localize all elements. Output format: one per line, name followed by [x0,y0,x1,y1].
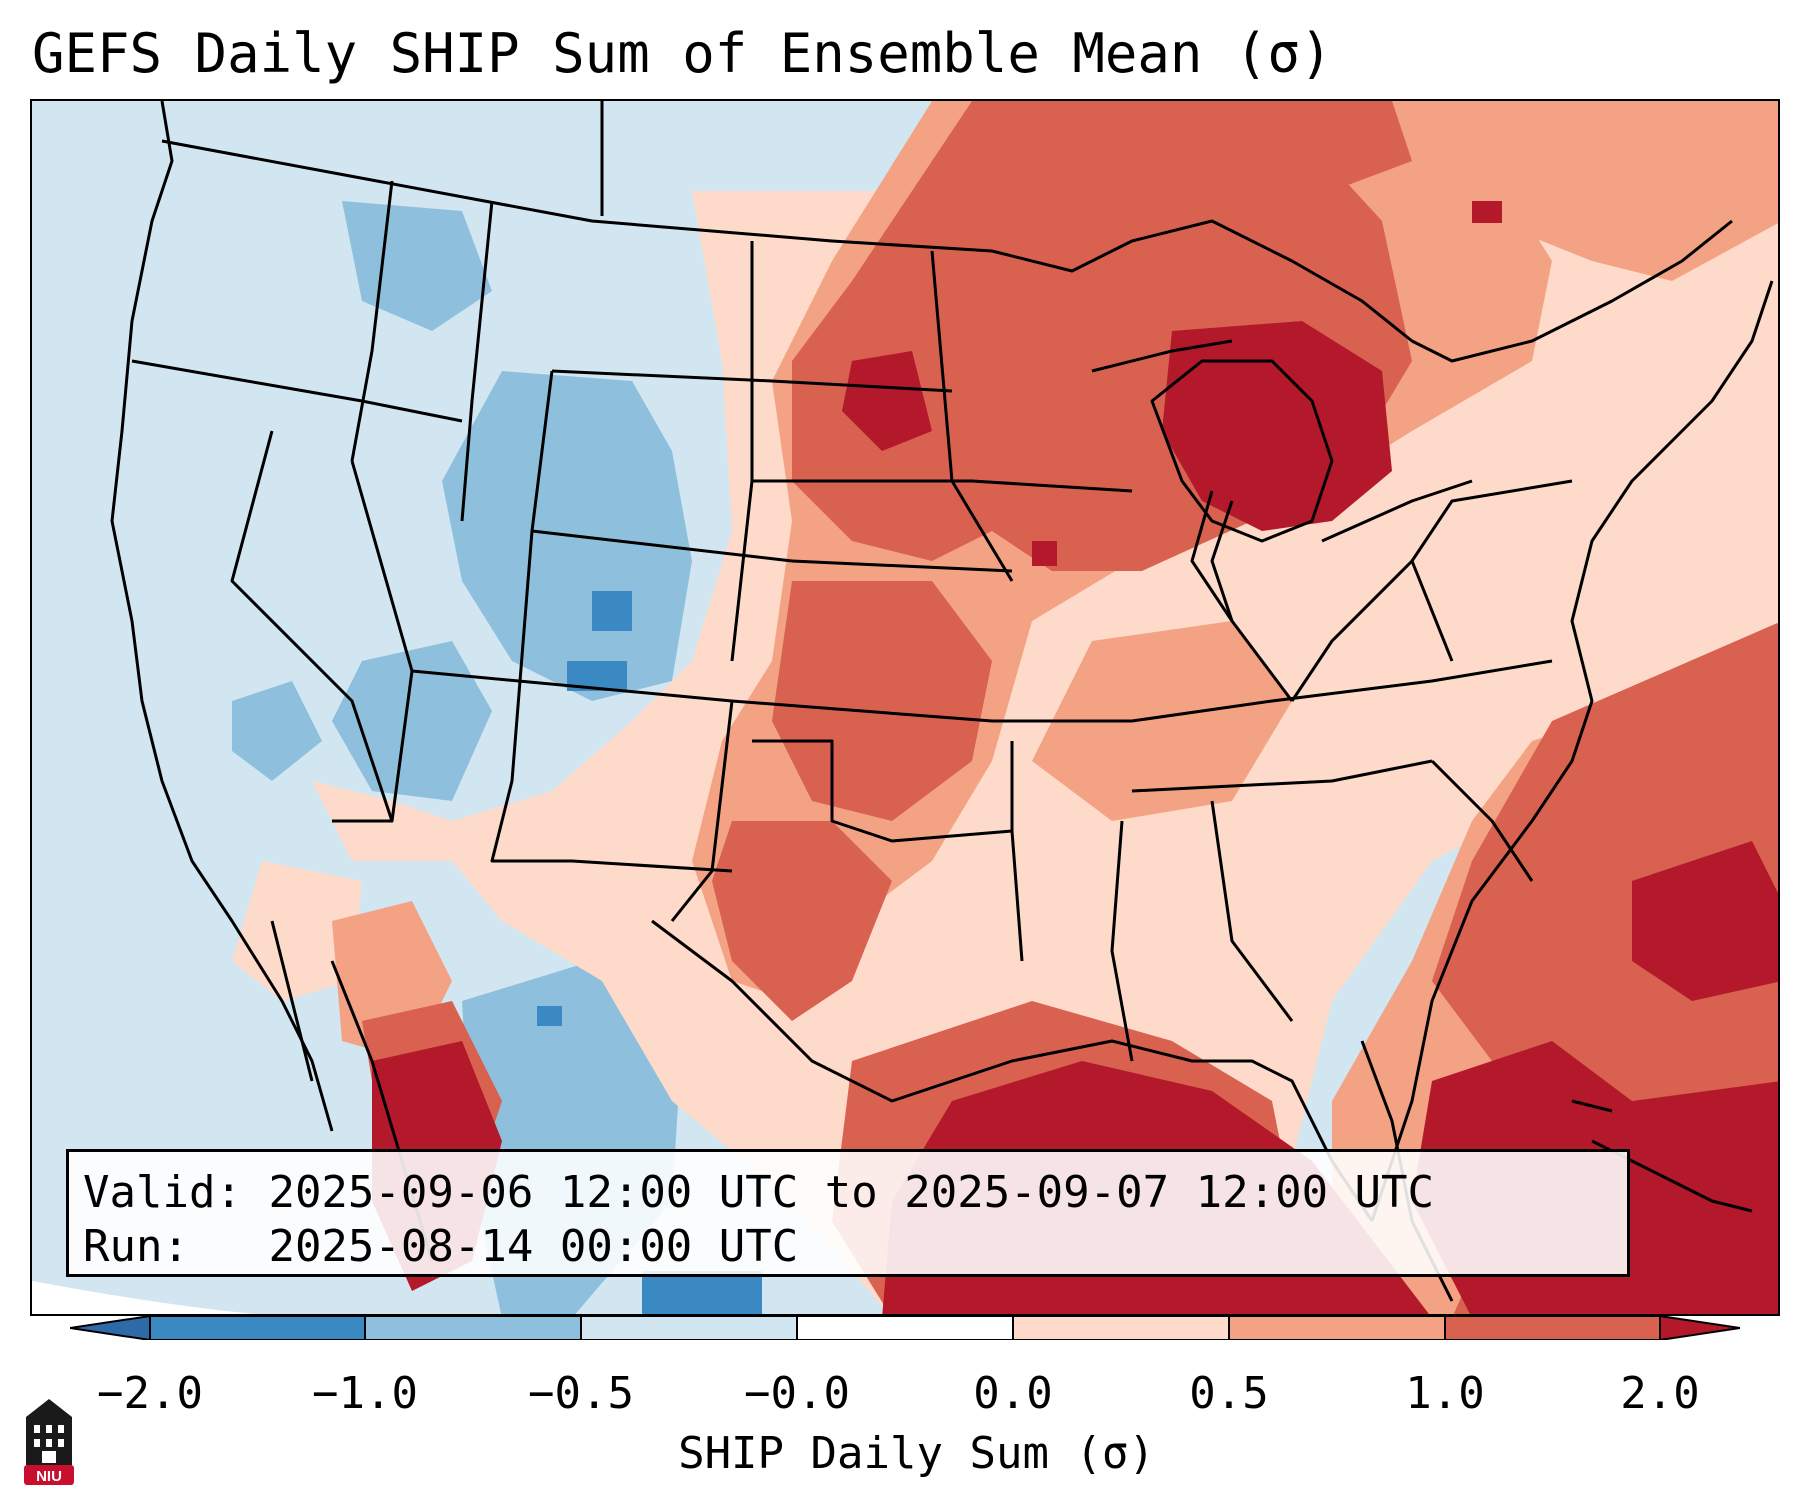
colorbar-segment [581,1316,797,1340]
colorbar-segment [365,1316,581,1340]
valid-value: 2025-09-06 12:00 UTC to 2025-09-07 12:00… [268,1167,1435,1218]
colorbar-tick-label: −0.5 [528,1368,634,1419]
colorbar-tick-label: −1.0 [312,1368,418,1419]
colorbar-tick-label: −2.0 [97,1368,203,1419]
map-title: GEFS Daily SHIP Sum of Ensemble Mean (σ) [32,22,1333,85]
colorbar-tick-label: 0.0 [973,1368,1053,1419]
projection-edge-left [32,1281,256,1314]
niu-logo-icon: NIU [24,1399,74,1485]
boundary-lines [110,101,1774,1302]
colorbar-segment [150,1316,365,1340]
colorbar-min-extend [70,1316,150,1340]
strong-negative-anomaly [537,591,762,1314]
colorbar-tick-label: 0.5 [1189,1368,1269,1419]
colorbar-segment [797,1316,1013,1340]
run-label: Run: [83,1221,189,1272]
colorbar-tick-label: −0.0 [744,1368,850,1419]
colorbar-segment [1013,1316,1229,1340]
colorbar-tick-label: 1.0 [1405,1368,1485,1419]
map-panel [30,99,1780,1316]
logo-text: NIU [36,1468,62,1485]
colorbar-segment [1229,1316,1445,1340]
valid-run-info-box: Valid: 2025-09-06 12:00 UTC to 2025-09-0… [66,1149,1630,1277]
colorbar-label: SHIP Daily Sum (σ) [678,1428,1155,1479]
colorbar-tick-label: 2.0 [1620,1368,1700,1419]
valid-label: Valid: [83,1167,242,1218]
colorbar [70,1316,1740,1340]
colorbar-segment [1445,1316,1660,1340]
anomaly-map [32,101,1778,1314]
colorbar-max-extend [1660,1316,1740,1340]
run-value: 2025-08-14 00:00 UTC [268,1221,799,1272]
colorbar-ticks [149,1316,1661,1340]
